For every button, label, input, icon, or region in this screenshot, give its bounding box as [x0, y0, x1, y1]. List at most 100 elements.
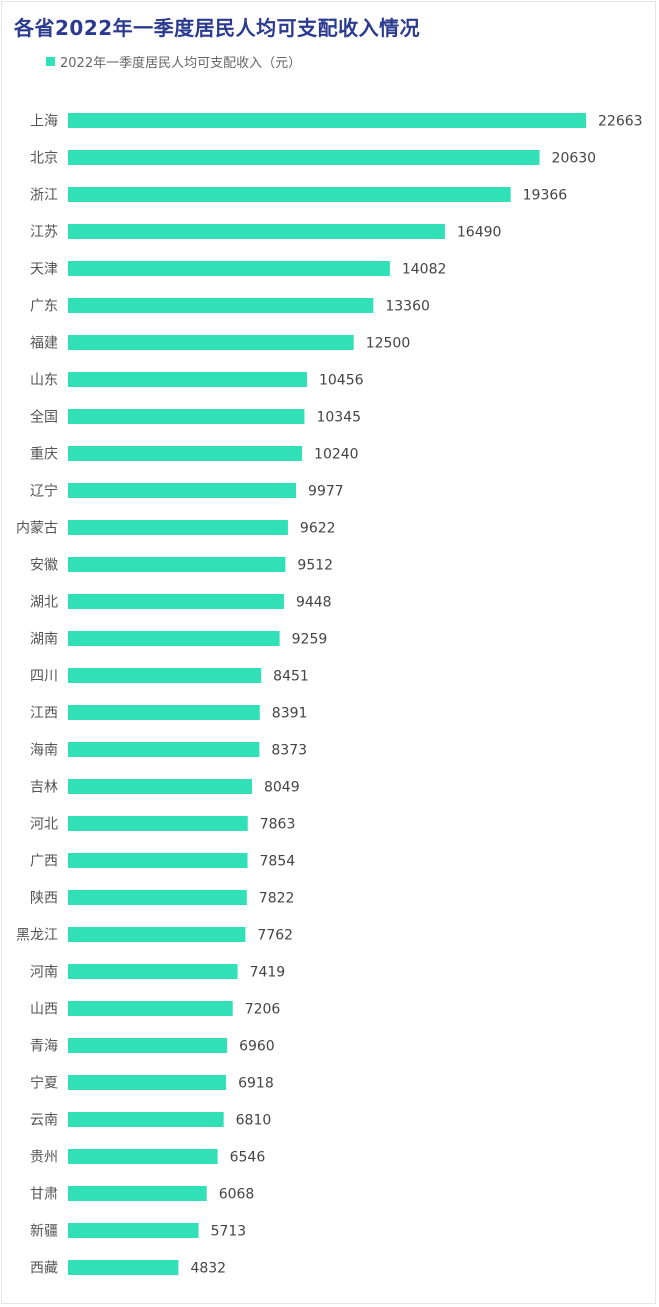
category-label: 陕西	[30, 891, 58, 907]
bar[interactable]	[68, 1038, 228, 1053]
bar-row: 福建 12500	[30, 335, 410, 352]
bar-row: 宁夏 6918	[30, 1075, 274, 1092]
category-label: 安徽	[30, 558, 58, 574]
category-label: 北京	[30, 151, 58, 167]
category-label: 山西	[30, 1002, 58, 1018]
bar[interactable]	[68, 409, 305, 424]
bar[interactable]	[68, 1260, 179, 1275]
bar[interactable]	[68, 261, 390, 276]
value-label: 6810	[236, 1113, 272, 1129]
value-label: 20630	[552, 151, 597, 167]
bar[interactable]	[68, 446, 303, 461]
value-label: 8373	[271, 743, 307, 759]
bar[interactable]	[68, 779, 252, 794]
bar[interactable]	[68, 631, 280, 646]
category-label: 河北	[30, 817, 58, 833]
value-label: 10456	[319, 373, 364, 389]
value-label: 6918	[238, 1076, 274, 1092]
bar[interactable]	[68, 742, 260, 757]
bar[interactable]	[68, 1223, 199, 1238]
category-label: 广东	[30, 299, 58, 315]
bar-row: 海南 8373	[30, 742, 307, 759]
category-label: 新疆	[30, 1224, 58, 1240]
category-label: 云南	[30, 1113, 58, 1129]
value-label: 8391	[272, 706, 308, 722]
category-label: 四川	[30, 669, 58, 685]
bar-row: 全国 10345	[30, 409, 361, 426]
category-label: 甘肃	[30, 1187, 58, 1203]
value-label: 9259	[292, 632, 328, 648]
bar[interactable]	[68, 298, 374, 313]
bar[interactable]	[68, 927, 246, 942]
bar[interactable]	[68, 1075, 227, 1090]
category-label: 青海	[30, 1039, 58, 1055]
category-label: 湖南	[30, 632, 58, 648]
category-label: 内蒙古	[16, 521, 58, 537]
bar[interactable]	[68, 1149, 218, 1164]
bar[interactable]	[68, 483, 297, 498]
value-label: 10345	[316, 410, 361, 426]
value-label: 9622	[300, 521, 336, 537]
value-label: 6960	[239, 1039, 275, 1055]
bar[interactable]	[68, 557, 286, 572]
bar[interactable]	[68, 816, 248, 831]
category-label: 湖北	[30, 595, 58, 611]
value-label: 12500	[366, 336, 411, 352]
bar-row: 重庆 10240	[30, 446, 359, 463]
bar[interactable]	[68, 1112, 224, 1127]
category-label: 浙江	[30, 188, 58, 204]
value-label: 14082	[402, 262, 447, 278]
bar[interactable]	[68, 705, 260, 720]
value-label: 9512	[297, 558, 333, 574]
value-label: 9977	[308, 484, 344, 500]
category-label: 江西	[30, 706, 58, 722]
bar-row: 北京 20630	[30, 150, 596, 167]
bar[interactable]	[68, 335, 354, 350]
value-label: 8451	[273, 669, 309, 685]
bar[interactable]	[68, 853, 248, 868]
value-label: 13360	[385, 299, 430, 315]
bar-row: 四川 8451	[30, 668, 309, 685]
category-label: 西藏	[30, 1261, 58, 1277]
bar-row: 西藏 4832	[30, 1260, 226, 1277]
bar-row: 浙江 19366	[30, 187, 567, 204]
bar-row: 河北 7863	[30, 816, 295, 833]
category-label: 广西	[30, 854, 58, 870]
bar[interactable]	[68, 224, 445, 239]
bar[interactable]	[68, 668, 262, 683]
value-label: 7822	[259, 891, 295, 907]
category-label: 河南	[30, 965, 58, 981]
category-label: 江苏	[30, 225, 58, 241]
category-label: 黑龙江	[16, 928, 58, 944]
bar[interactable]	[68, 890, 247, 905]
legend[interactable]: 2022年一季度居民人均可支配收入（元）	[46, 52, 301, 71]
category-label: 天津	[30, 262, 58, 278]
value-label: 16490	[457, 225, 502, 241]
bar-row: 湖北 9448	[30, 594, 332, 611]
category-label: 福建	[30, 336, 58, 352]
bar-row: 山东 10456	[30, 372, 364, 389]
bar[interactable]	[68, 964, 238, 979]
bar-row: 江苏 16490	[30, 224, 501, 241]
bar[interactable]	[68, 113, 586, 128]
value-label: 7419	[250, 965, 286, 981]
bar[interactable]	[68, 1001, 233, 1016]
bar[interactable]	[68, 594, 284, 609]
category-label: 山东	[30, 373, 58, 389]
bar[interactable]	[68, 187, 511, 202]
bar[interactable]	[68, 520, 288, 535]
bar[interactable]	[68, 150, 540, 165]
category-label: 吉林	[30, 780, 58, 796]
bar-row: 湖南 9259	[30, 631, 327, 648]
legend-label: 2022年一季度居民人均可支配收入（元）	[60, 56, 302, 71]
value-label: 5713	[211, 1224, 247, 1240]
legend-swatch	[46, 57, 55, 66]
value-label: 7863	[260, 817, 296, 833]
bar[interactable]	[68, 372, 307, 387]
bar-row: 贵州 6546	[30, 1149, 265, 1166]
bar-row: 广东 13360	[30, 298, 430, 315]
value-label: 10240	[314, 447, 359, 463]
bar[interactable]	[68, 1186, 207, 1201]
bar-row: 江西 8391	[30, 705, 307, 722]
